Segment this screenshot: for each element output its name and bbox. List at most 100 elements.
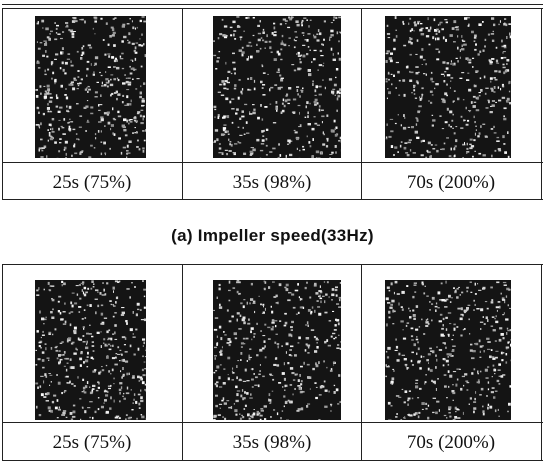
- speckle: [412, 296, 414, 298]
- speckle: [473, 407, 476, 410]
- speckle: [467, 59, 469, 61]
- speckle: [70, 412, 73, 415]
- speckle: [420, 98, 422, 101]
- speckle: [57, 399, 59, 402]
- speckle: [242, 397, 244, 400]
- speckle: [91, 63, 92, 66]
- speckle: [401, 142, 403, 143]
- speckle: [298, 93, 299, 95]
- speckle: [56, 97, 58, 99]
- speckle: [91, 392, 93, 394]
- speckle: [410, 54, 412, 56]
- speckle: [443, 36, 445, 39]
- speckle: [508, 403, 511, 406]
- speckle: [317, 39, 320, 41]
- speckle: [259, 296, 260, 297]
- speckle: [215, 383, 217, 385]
- speckle: [252, 386, 254, 387]
- speckle: [421, 33, 425, 35]
- speckle: [95, 96, 98, 97]
- speckle: [126, 373, 128, 376]
- speckle: [37, 387, 39, 389]
- speckle: [338, 140, 340, 142]
- speckle: [335, 17, 337, 19]
- speckle: [126, 157, 127, 159]
- speckle: [39, 345, 41, 347]
- cell-label: 35s (98%): [182, 172, 362, 194]
- speckle: [477, 135, 479, 137]
- speckle: [250, 77, 252, 80]
- speckle: [398, 353, 400, 356]
- speckle: [387, 287, 390, 289]
- speckle: [253, 17, 255, 19]
- speckle: [113, 306, 116, 307]
- speckle: [508, 156, 510, 158]
- speckle: [140, 115, 142, 118]
- speckle: [309, 297, 311, 299]
- figure-caption: (a) Impeller speed(33Hz): [0, 226, 545, 246]
- speckle: [66, 25, 68, 28]
- speckle: [437, 38, 440, 41]
- speckle: [59, 142, 61, 143]
- speckle: [252, 104, 255, 105]
- speckle: [86, 68, 88, 70]
- speckle: [214, 347, 217, 348]
- speckle: [116, 98, 118, 100]
- speckle: [302, 88, 304, 90]
- speckle: [129, 373, 130, 375]
- speckle: [411, 352, 414, 354]
- speckle: [415, 98, 417, 99]
- speckle: [250, 393, 252, 395]
- speckle: [411, 126, 414, 128]
- speckle: [409, 316, 412, 318]
- speckle: [286, 284, 289, 287]
- speckle: [408, 142, 411, 144]
- speckle: [450, 34, 453, 37]
- speckle: [466, 124, 469, 126]
- speckle: [392, 323, 394, 324]
- speckle: [52, 131, 55, 132]
- speckle: [104, 54, 106, 56]
- speckle: [508, 290, 510, 291]
- speckle: [145, 356, 146, 357]
- speckle: [423, 59, 426, 61]
- speckle: [264, 405, 267, 407]
- speckle: [493, 396, 495, 399]
- speckle: [478, 23, 481, 26]
- speckle: [71, 383, 73, 385]
- speckle: [232, 53, 235, 55]
- speckle: [415, 54, 417, 55]
- speckle: [308, 69, 311, 72]
- speckle: [65, 358, 69, 360]
- speckle: [463, 385, 464, 387]
- speckle: [128, 78, 131, 79]
- speckle: [312, 368, 315, 370]
- speckle: [318, 86, 321, 88]
- speckle: [492, 40, 494, 42]
- speckle: [237, 319, 239, 322]
- speckle: [429, 348, 432, 350]
- figure-table: 25s (75%) 35s (98%) 70s (200%): [2, 4, 543, 200]
- speckle: [488, 100, 490, 103]
- speckle: [276, 302, 278, 304]
- speckle: [134, 50, 136, 52]
- speckle: [467, 382, 470, 383]
- speckle: [466, 148, 468, 150]
- speckle: [439, 116, 441, 117]
- speckle: [72, 36, 75, 39]
- speckle: [56, 350, 59, 352]
- speckle: [216, 366, 219, 369]
- speckle: [287, 140, 291, 143]
- speckle: [38, 112, 40, 114]
- speckle: [51, 63, 53, 66]
- speckle: [499, 327, 502, 329]
- speckle: [467, 120, 469, 122]
- speckle: [415, 385, 418, 388]
- speckle: [92, 345, 95, 347]
- speckle: [435, 412, 438, 415]
- speckle: [246, 392, 249, 395]
- speckle: [118, 116, 121, 118]
- speckle: [219, 387, 222, 388]
- speckle: [482, 410, 484, 413]
- speckle: [340, 348, 341, 350]
